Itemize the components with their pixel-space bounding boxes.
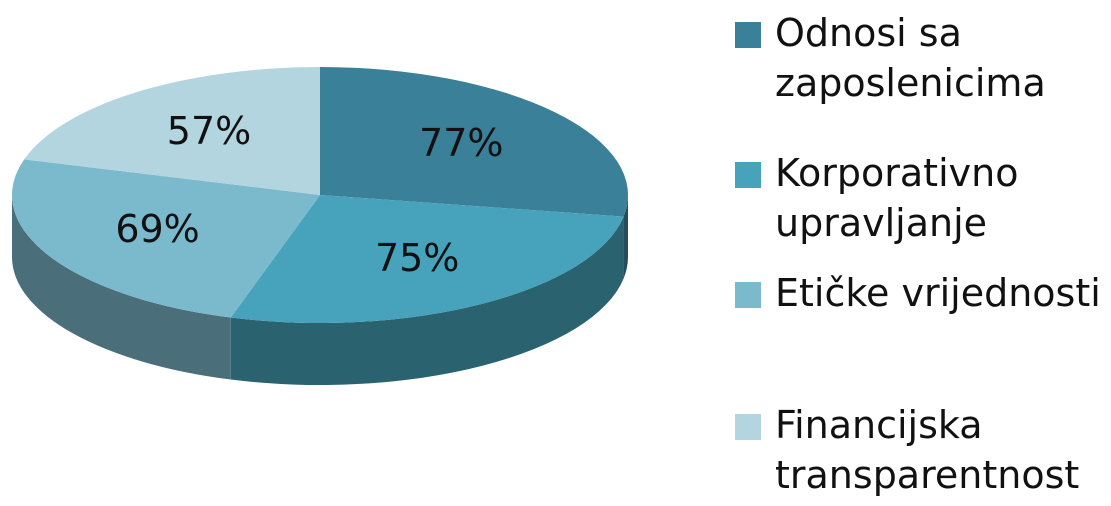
pie-slice <box>230 195 624 323</box>
legend-label: Financijska transparentnost <box>775 403 1080 497</box>
pie-slice-side <box>623 195 628 279</box>
data-label: 75% <box>375 236 459 280</box>
pie-slice <box>12 159 321 318</box>
legend-label: Korporativno upravljanje <box>775 151 1019 245</box>
pie-slice <box>24 67 320 195</box>
legend-item: Etičke vrijednosti <box>735 268 1105 318</box>
pie-slice-side <box>12 195 231 380</box>
legend-label: Odnosi sa zaposlenicima <box>775 11 1046 105</box>
legend-swatch <box>735 282 761 308</box>
data-label: 69% <box>115 207 199 251</box>
pie-slice-side <box>230 216 624 385</box>
legend-swatch <box>735 162 761 188</box>
pie-chart: 77% 75% 69% 57% <box>12 67 629 385</box>
legend-swatch <box>735 414 761 440</box>
pie-slice <box>320 67 629 217</box>
data-label: 77% <box>419 121 503 165</box>
data-label: 57% <box>167 109 251 153</box>
legend-label: Etičke vrijednosti <box>775 271 1101 315</box>
legend-item: Financijska transparentnost <box>735 400 1105 500</box>
legend-item: Korporativno upravljanje <box>735 148 1105 248</box>
legend-item: Odnosi sa zaposlenicima <box>735 8 1105 108</box>
legend-swatch <box>735 22 761 48</box>
